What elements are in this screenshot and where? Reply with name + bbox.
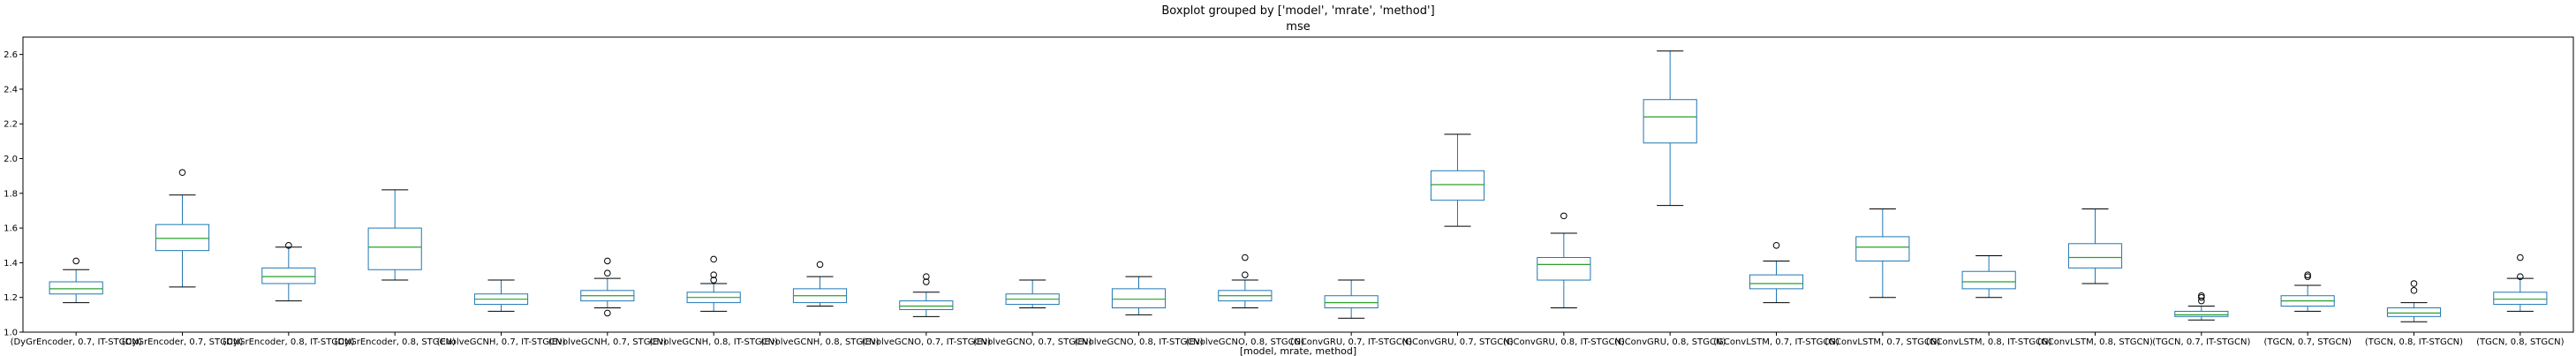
x-tick-label: (GConvLSTM, 0.8, IT-STGCN) [1926, 337, 2052, 347]
flier-point [178, 169, 186, 177]
flier-point [604, 309, 611, 317]
x-tick-label: (EvolveGCNH, 0.8, STGCN) [760, 337, 879, 347]
chart-suptitle: Boxplot grouped by ['model', 'mrate', 'm… [1161, 4, 1434, 18]
box-iqr [155, 223, 210, 252]
flier-point [710, 271, 717, 278]
x-tick-label: (EvolveGCNO, 0.7, IT-STGCN) [862, 337, 991, 347]
flier-point [2198, 293, 2205, 301]
x-axis-label: [model, mrate, method] [1240, 345, 1356, 356]
y-tick-label: 1.4 [4, 259, 18, 269]
flier-point [1772, 241, 1780, 249]
box-iqr [2493, 292, 2548, 306]
box-iqr [49, 281, 103, 295]
x-tick-label: (GConvLSTM, 0.8, STGCN) [2037, 337, 2153, 347]
box-iqr [367, 227, 422, 270]
x-tick-label: (GConvGRU, 0.7, IT-STGCN) [1290, 337, 1412, 347]
box-iqr [2067, 243, 2123, 269]
flier-point [2517, 254, 2524, 261]
axes-frame [22, 36, 2574, 333]
x-tick-label: (GConvGRU, 0.7, STGCN) [1401, 337, 1513, 347]
box-iqr [2174, 310, 2229, 317]
box-iqr [2386, 307, 2442, 317]
box-iqr [1855, 236, 1910, 261]
x-tick-label: (GConvLSTM, 0.7, IT-STGCN) [1713, 337, 1839, 347]
x-tick-label: (DyGrEncoder, 0.8, IT-STGCN) [223, 337, 354, 347]
x-tick-label: (DyGrEncoder, 0.8, STGCN) [334, 337, 456, 347]
flier-point [2304, 273, 2311, 280]
box-iqr [1430, 170, 1485, 201]
y-tick-label: 1.0 [4, 329, 18, 338]
box-iqr [1324, 295, 1379, 308]
y-tick-label: 2.6 [4, 50, 18, 60]
flier-point [604, 269, 611, 277]
x-tick-label: (EvolveGCNH, 0.8, IT-STGCN) [649, 337, 778, 347]
box-iqr [899, 300, 954, 310]
plot-area: 1.0 1.2 1.4 1.6 1.8 2.0 2.2 2.4 2.6 (DyGrEncoder,… [4, 50, 2565, 347]
flier-point [816, 261, 824, 269]
x-tick-label: (EvolveGCNO, 0.7, STGCN) [973, 337, 1092, 347]
box-iqr [261, 267, 316, 284]
x-tick-label: (TGCN, 0.8, STGCN) [2476, 337, 2565, 347]
x-tick-label: (DyGrEncoder, 0.7, STGCN) [122, 337, 244, 347]
x-tick-label: (EvolveGCNO, 0.8, IT-STGCN) [1074, 337, 1203, 347]
flier-point [285, 241, 292, 249]
x-tick-label: (TGCN, 0.8, IT-STGCN) [2365, 337, 2463, 347]
x-tick-label: (GConvGRU, 0.8, IT-STGCN) [1503, 337, 1625, 347]
y-tick-label: 2.4 [4, 85, 18, 95]
flier-point [2410, 287, 2418, 294]
x-tick-label: (DyGrEncoder, 0.7, IT-STGCN) [11, 337, 142, 347]
y-tick-label: 1.8 [4, 189, 18, 199]
flier-point [2304, 271, 2311, 278]
flier-point [72, 257, 79, 265]
flier-point [1242, 254, 1249, 261]
y-tick-label: 2.2 [4, 120, 18, 130]
x-tick-label: (GConvLSTM, 0.7, STGCN) [1824, 337, 1940, 347]
box-iqr [1111, 288, 1167, 308]
x-tick-label: (TGCN, 0.7, IT-STGCN) [2152, 337, 2250, 347]
flier-point [710, 276, 717, 284]
flier-point [604, 257, 611, 265]
box-iqr [1643, 99, 1697, 144]
chart-title: mse [1286, 20, 1310, 34]
flier-point [2410, 280, 2418, 287]
flier-point [1560, 212, 1568, 220]
box-iqr [1749, 274, 1804, 290]
flier-point [2198, 297, 2205, 305]
x-tick-label: (EvolveGCNH, 0.7, STGCN) [548, 337, 667, 347]
x-tick-label: (EvolveGCNO, 0.8, STGCN) [1186, 337, 1304, 347]
x-tick-label: (EvolveGCNH, 0.7, IT-STGCN) [437, 337, 566, 347]
y-tick-label: 2.0 [4, 155, 18, 164]
y-tick-label: 1.6 [4, 224, 18, 234]
box-iqr [1961, 270, 2016, 290]
flier-point [1242, 271, 1249, 278]
flier-point [2198, 292, 2205, 299]
box-iqr [1537, 257, 1591, 281]
flier-point [923, 273, 930, 280]
x-tick-label: (TGCN, 0.7, STGCN) [2263, 337, 2352, 347]
flier-point [923, 278, 930, 285]
flier-point [710, 255, 717, 263]
y-tick-label: 1.2 [4, 293, 18, 303]
x-tick-label: (GConvGRU, 0.8, STGCN) [1614, 337, 1726, 347]
flier-point [2517, 273, 2524, 280]
